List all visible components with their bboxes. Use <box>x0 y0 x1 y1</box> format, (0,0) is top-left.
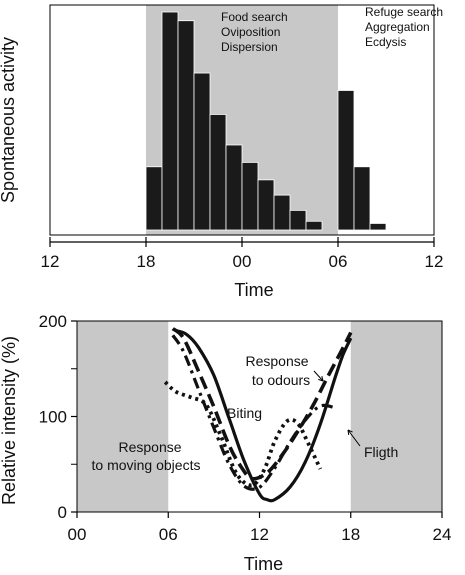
activity-bars <box>145 11 387 231</box>
activity-bar <box>145 166 163 231</box>
annotation-line: Refuge search <box>365 5 443 19</box>
tick-label: 12 <box>425 252 444 271</box>
x-axis: 00 06 12 18 24 <box>68 512 452 544</box>
tick-label: 00 <box>233 252 252 271</box>
label-pointer <box>347 429 361 447</box>
activity-bar <box>289 209 307 231</box>
tick-label: 200 <box>39 312 67 331</box>
series-label: to odours <box>252 372 310 388</box>
tick-label: 24 <box>433 525 452 544</box>
tick-label: 18 <box>137 252 156 271</box>
y-axis-title: Relative intensity (%) <box>0 336 19 505</box>
tick-label: 06 <box>329 252 348 271</box>
series-label: Response <box>245 353 308 369</box>
annotation-line: Oviposition <box>221 25 280 39</box>
series-line <box>171 334 336 491</box>
series-line <box>175 329 353 503</box>
tick-label: 12 <box>41 252 60 271</box>
activity-bar <box>257 179 275 231</box>
activity-bar <box>273 194 291 231</box>
time-axis: 12 18 00 06 12 <box>41 237 444 271</box>
tick-label: 06 <box>159 525 178 544</box>
night-shading <box>77 321 442 512</box>
relative-intensity-panel: 0 100 200 00 06 12 18 24 Relative intensity (%… <box>0 312 451 574</box>
activity-bar <box>241 162 259 231</box>
series-label: Response <box>118 439 181 455</box>
activity-bar <box>177 20 195 231</box>
tick-label: 100 <box>39 408 67 427</box>
series-label: to moving objects <box>92 457 201 473</box>
annotation-line: Food search <box>221 10 288 24</box>
x-axis-title: Time <box>244 554 283 574</box>
behaviour-curves <box>163 327 353 503</box>
annotation-line: Dispersion <box>221 40 278 54</box>
activity-bar <box>225 144 243 231</box>
series-label: Fligth <box>364 444 398 460</box>
tick-label: 12 <box>250 525 269 544</box>
tick-label: 0 <box>58 503 67 522</box>
series-line <box>163 380 323 488</box>
label-pointer <box>313 370 324 382</box>
activity-bar <box>369 223 387 231</box>
label-pointer-head <box>318 376 324 382</box>
tick-label: 18 <box>341 525 360 544</box>
tick-label: 00 <box>68 525 87 544</box>
annotation-line: Aggregation <box>365 20 430 34</box>
series-label: Biting <box>227 405 262 421</box>
activity-bar <box>161 11 179 231</box>
plot-frame <box>49 4 435 236</box>
activity-bar <box>209 114 227 231</box>
night-shade-block <box>350 321 442 512</box>
night-shade-block <box>77 321 169 512</box>
activity-bar <box>193 72 211 231</box>
annotation-line: Ecdysis <box>365 35 406 49</box>
activity-bar <box>353 166 371 231</box>
activity-bar <box>305 220 323 231</box>
activity-bar <box>337 90 355 231</box>
y-axis: 0 100 200 <box>39 312 77 522</box>
label-pointer-head <box>347 429 353 436</box>
series-labels: Response to odours Biting Response to moving… <box>92 353 399 473</box>
x-axis-title: Time <box>234 280 273 300</box>
y-axis-title: Spontaneous activity <box>0 37 18 203</box>
